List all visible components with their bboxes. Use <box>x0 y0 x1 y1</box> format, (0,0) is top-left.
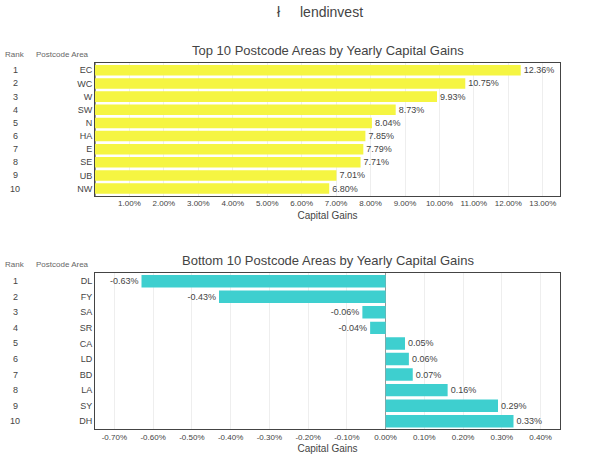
svg-text:-0.60%: -0.60% <box>140 433 165 442</box>
svg-text:9: 9 <box>13 170 18 180</box>
svg-text:SW: SW <box>78 105 93 115</box>
svg-text:3: 3 <box>13 307 18 317</box>
svg-text:1.00%: 1.00% <box>118 199 141 208</box>
svg-text:12.36%: 12.36% <box>524 65 555 75</box>
svg-text:W: W <box>84 92 93 102</box>
svg-text:3.00%: 3.00% <box>187 199 210 208</box>
svg-text:UB: UB <box>80 171 93 181</box>
svg-text:Capital Gains: Capital Gains <box>297 210 357 221</box>
svg-text:10.00%: 10.00% <box>426 199 453 208</box>
svg-text:8: 8 <box>13 157 18 167</box>
svg-text:1: 1 <box>13 65 18 75</box>
svg-text:7: 7 <box>13 144 18 154</box>
svg-text:6.00%: 6.00% <box>290 199 313 208</box>
svg-text:CA: CA <box>80 339 93 349</box>
svg-text:12.00%: 12.00% <box>495 199 522 208</box>
svg-text:0.16%: 0.16% <box>451 385 477 395</box>
svg-text:Rank: Rank <box>5 50 25 59</box>
svg-text:ł: ł <box>277 4 281 20</box>
svg-text:0.30%: 0.30% <box>491 433 514 442</box>
svg-text:2: 2 <box>13 292 18 302</box>
svg-text:Postcode Area: Postcode Area <box>36 260 89 269</box>
svg-text:0.20%: 0.20% <box>452 433 475 442</box>
svg-text:0.05%: 0.05% <box>408 338 434 348</box>
svg-text:3: 3 <box>13 92 18 102</box>
svg-text:7.79%: 7.79% <box>366 144 392 154</box>
svg-text:0.29%: 0.29% <box>501 401 527 411</box>
svg-text:BD: BD <box>80 370 93 380</box>
svg-text:-0.63%: -0.63% <box>110 276 139 286</box>
svg-text:lendinvest: lendinvest <box>300 4 363 20</box>
svg-text:0.00%: 0.00% <box>374 433 397 442</box>
svg-text:-0.50%: -0.50% <box>179 433 204 442</box>
svg-text:Postcode Area: Postcode Area <box>36 50 89 59</box>
svg-text:7.00%: 7.00% <box>325 199 348 208</box>
svg-text:7.85%: 7.85% <box>368 131 394 141</box>
svg-text:Capital Gains: Capital Gains <box>297 443 357 454</box>
svg-text:6: 6 <box>13 131 18 141</box>
svg-text:Top 10 Postcode Areas by Yearl: Top 10 Postcode Areas by Yearly Capital … <box>192 43 464 58</box>
svg-text:2: 2 <box>13 78 18 88</box>
svg-text:0.40%: 0.40% <box>529 433 552 442</box>
svg-text:8.73%: 8.73% <box>399 105 425 115</box>
svg-text:9.00%: 9.00% <box>394 199 417 208</box>
svg-text:-0.30%: -0.30% <box>257 433 282 442</box>
svg-text:8: 8 <box>13 385 18 395</box>
svg-text:-0.06%: -0.06% <box>331 307 360 317</box>
svg-text:10: 10 <box>10 184 20 194</box>
svg-text:8.00%: 8.00% <box>359 199 382 208</box>
svg-text:7.01%: 7.01% <box>339 170 365 180</box>
svg-text:7: 7 <box>13 370 18 380</box>
svg-text:0.06%: 0.06% <box>412 354 438 364</box>
svg-text:0.33%: 0.33% <box>517 416 543 426</box>
svg-text:HA: HA <box>80 131 93 141</box>
svg-text:Bottom 10 Postcode Areas by Ye: Bottom 10 Postcode Areas by Yearly Capit… <box>182 253 474 268</box>
svg-text:10: 10 <box>10 416 20 426</box>
svg-text:SY: SY <box>80 401 92 411</box>
svg-text:1: 1 <box>13 276 18 286</box>
svg-text:13.00%: 13.00% <box>529 199 556 208</box>
svg-text:11.00%: 11.00% <box>461 199 488 208</box>
svg-text:5.00%: 5.00% <box>256 199 279 208</box>
svg-text:LA: LA <box>81 385 92 395</box>
svg-text:-0.70%: -0.70% <box>102 433 127 442</box>
svg-text:4: 4 <box>13 323 18 333</box>
svg-text:WC: WC <box>77 79 92 89</box>
svg-text:E: E <box>86 144 92 154</box>
svg-text:9.93%: 9.93% <box>440 92 466 102</box>
svg-text:-0.04%: -0.04% <box>339 323 368 333</box>
svg-text:8.04%: 8.04% <box>375 118 401 128</box>
svg-text:DH: DH <box>79 416 92 426</box>
svg-text:6.80%: 6.80% <box>332 184 358 194</box>
svg-text:0.10%: 0.10% <box>413 433 436 442</box>
svg-text:-0.20%: -0.20% <box>295 433 320 442</box>
svg-text:SA: SA <box>80 307 92 317</box>
svg-text:5: 5 <box>13 338 18 348</box>
svg-text:0.07%: 0.07% <box>416 370 442 380</box>
svg-text:7.71%: 7.71% <box>364 157 390 167</box>
svg-text:-0.10%: -0.10% <box>334 433 359 442</box>
svg-text:-0.40%: -0.40% <box>218 433 243 442</box>
svg-text:6: 6 <box>13 354 18 364</box>
svg-text:Rank: Rank <box>5 260 25 269</box>
svg-text:4.00%: 4.00% <box>221 199 244 208</box>
svg-text:5: 5 <box>13 118 18 128</box>
svg-text:FY: FY <box>81 292 93 302</box>
svg-text:2.00%: 2.00% <box>153 199 176 208</box>
svg-text:-0.43%: -0.43% <box>187 292 216 302</box>
svg-text:9: 9 <box>13 401 18 411</box>
svg-text:LD: LD <box>81 354 93 364</box>
svg-text:EC: EC <box>80 65 93 75</box>
svg-text:SR: SR <box>80 323 93 333</box>
svg-text:N: N <box>86 118 93 128</box>
svg-text:4: 4 <box>13 105 18 115</box>
svg-text:DL: DL <box>81 276 93 286</box>
svg-text:NW: NW <box>77 184 92 194</box>
svg-text:SE: SE <box>80 157 92 167</box>
svg-text:10.75%: 10.75% <box>468 78 499 88</box>
